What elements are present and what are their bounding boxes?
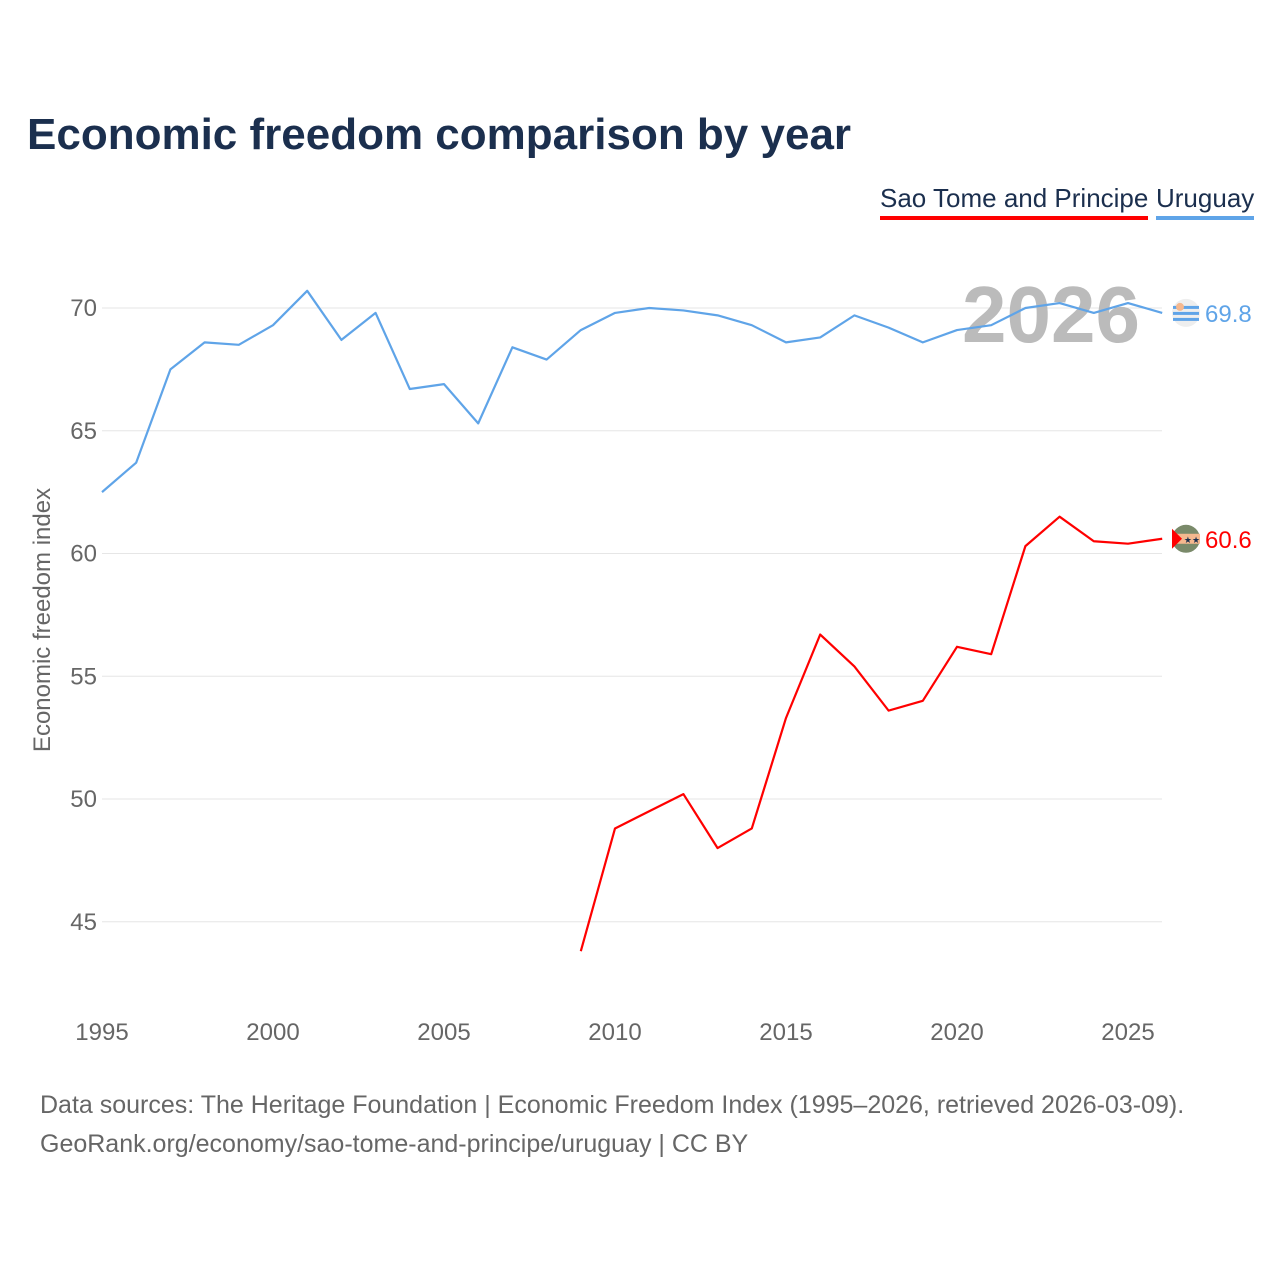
data-point xyxy=(887,709,891,713)
source-url[interactable]: GeoRank.org/economy/sao-tome-and-princip… xyxy=(40,1130,749,1158)
data-point xyxy=(1058,301,1062,305)
y-tick-label: 70 xyxy=(70,295,97,322)
data-point xyxy=(955,328,959,332)
data-point xyxy=(374,311,378,315)
data-point xyxy=(921,340,925,344)
data-point xyxy=(339,338,343,342)
data-point xyxy=(545,358,549,362)
data-point xyxy=(681,792,685,796)
x-tick-label: 2005 xyxy=(417,1019,470,1046)
data-point xyxy=(750,826,754,830)
data-point xyxy=(784,716,788,720)
chart-title: Economic freedom comparison by year xyxy=(27,110,852,159)
data-point xyxy=(818,335,822,339)
data-point xyxy=(716,313,720,317)
x-tick-label: 2025 xyxy=(1101,1019,1154,1046)
data-point xyxy=(1023,306,1027,310)
x-tick-label: 2010 xyxy=(588,1019,641,1046)
y-tick-label: 45 xyxy=(70,909,97,936)
end-value-label: 69.8 xyxy=(1205,301,1252,328)
legend-sao-tome[interactable]: Sao Tome and Principe xyxy=(880,183,1149,220)
data-point xyxy=(168,367,172,371)
data-point xyxy=(921,699,925,703)
data-point xyxy=(442,382,446,386)
data-point xyxy=(1160,537,1164,541)
data-point xyxy=(716,846,720,850)
end-value-label: 60.6 xyxy=(1205,527,1252,554)
x-tick-label: 2000 xyxy=(246,1019,299,1046)
data-point xyxy=(750,323,754,327)
series-line-1 xyxy=(101,289,1163,493)
data-point xyxy=(100,490,104,494)
legend-uruguay[interactable]: Uruguay xyxy=(1156,183,1255,220)
data-point xyxy=(1126,301,1130,305)
data-point xyxy=(1092,539,1096,543)
data-point xyxy=(237,343,241,347)
data-point xyxy=(1058,515,1062,519)
data-point xyxy=(1092,311,1096,315)
data-point xyxy=(852,313,856,317)
x-tick-label: 2020 xyxy=(930,1019,983,1046)
data-point xyxy=(852,664,856,668)
sao-tome-flag-icon: ★★ xyxy=(1172,524,1200,553)
data-point xyxy=(784,340,788,344)
data-point xyxy=(1160,311,1164,315)
data-point xyxy=(408,387,412,391)
data-point xyxy=(955,645,959,649)
uruguay-flag-icon xyxy=(1172,298,1200,327)
data-point xyxy=(510,345,514,349)
x-tick-label: 2015 xyxy=(759,1019,812,1046)
data-point xyxy=(887,326,891,330)
data-point xyxy=(1023,544,1027,548)
data-point xyxy=(989,652,993,656)
data-point xyxy=(1126,542,1130,546)
y-tick-label: 50 xyxy=(70,786,97,813)
data-source: Data sources: The Heritage Foundation | … xyxy=(40,1086,1184,1164)
year-watermark: 2026 xyxy=(962,270,1140,359)
data-point xyxy=(203,340,207,344)
data-point xyxy=(818,633,822,637)
x-tick-label: 1995 xyxy=(75,1019,128,1046)
svg-text:★★: ★★ xyxy=(1184,535,1200,545)
data-point xyxy=(647,306,651,310)
data-point xyxy=(681,308,685,312)
y-axis-label: Economic freedom index xyxy=(29,488,56,752)
y-tick-label: 65 xyxy=(70,418,97,445)
data-point xyxy=(613,826,617,830)
data-point xyxy=(134,461,138,465)
data-point xyxy=(476,421,480,425)
data-point xyxy=(579,949,583,953)
data-point xyxy=(613,311,617,315)
source-line: Data sources: The Heritage Foundation | … xyxy=(40,1091,1185,1119)
data-point xyxy=(305,289,309,293)
data-point xyxy=(579,328,583,332)
data-point xyxy=(989,323,993,327)
data-point xyxy=(271,323,275,327)
data-point xyxy=(647,809,651,813)
y-tick-label: 55 xyxy=(70,663,97,690)
series-line-0 xyxy=(579,515,1163,952)
y-tick-label: 60 xyxy=(70,541,97,568)
